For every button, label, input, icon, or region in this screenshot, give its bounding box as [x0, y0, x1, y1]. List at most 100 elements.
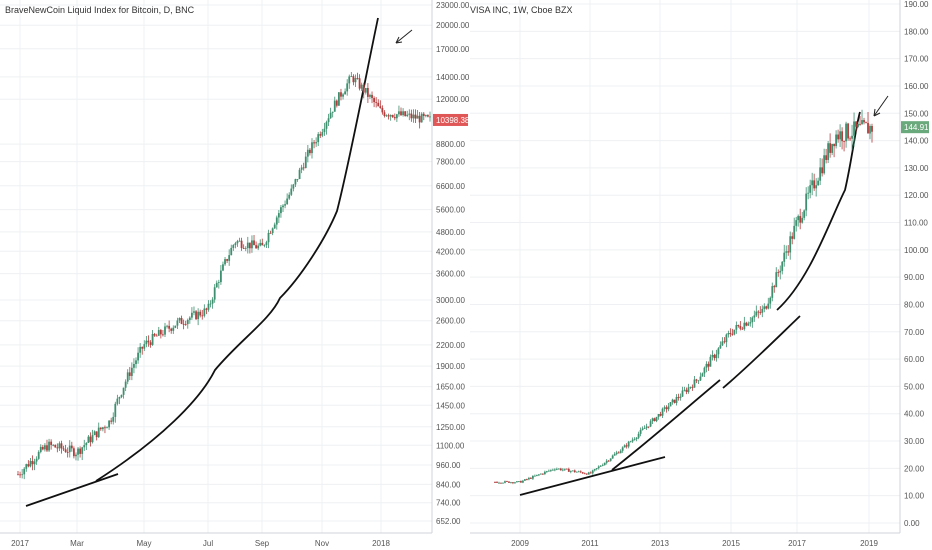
candle-body [311, 142, 313, 154]
y-tick-label: 20000.00 [436, 21, 470, 30]
candle-body [238, 240, 241, 242]
candle-body [296, 179, 299, 180]
x-tick-label: 2013 [651, 539, 669, 548]
candle-body [348, 76, 351, 84]
bitcoin-chart: 23000.00 20000.00 17000.00 14000.00 12000.00… [0, 0, 470, 548]
candle-body [99, 427, 102, 430]
candle-body [659, 414, 662, 416]
candle-body [773, 286, 776, 288]
candle-body [81, 447, 84, 454]
candle-body [829, 143, 832, 153]
candle-body [37, 451, 40, 459]
candle-body [33, 461, 36, 465]
candle-body [721, 341, 724, 346]
candle-body [865, 122, 867, 124]
candle-body [577, 471, 580, 473]
x-tick-label: 2015 [722, 539, 740, 548]
y-tick-label: 140.00 [904, 137, 929, 146]
candle-body [275, 217, 278, 225]
candle-body [543, 471, 546, 474]
candle-body [168, 325, 171, 329]
last-price-badge [901, 121, 929, 134]
candle-body [277, 213, 280, 218]
candle-body [545, 471, 548, 472]
candle-body [269, 232, 272, 234]
candle-body [607, 460, 610, 462]
arrow [395, 29, 413, 44]
trend-line [25, 473, 119, 507]
candle-body [539, 473, 542, 475]
candle-body [352, 76, 355, 83]
candle-body [315, 142, 318, 144]
candle-body [681, 390, 684, 397]
candle-body [551, 469, 554, 471]
candle-body [393, 117, 396, 119]
y-tick-label: 6600.00 [436, 182, 465, 191]
candle-body [101, 427, 104, 430]
candle-body [745, 322, 748, 326]
candle-body [759, 312, 762, 313]
candle-body [387, 115, 390, 117]
candle-body [398, 111, 400, 115]
candle-body [186, 319, 189, 325]
candle-body [675, 397, 678, 403]
y-tick-label: 180.00 [904, 27, 929, 36]
candle-body [114, 403, 117, 417]
candle-body [531, 476, 534, 479]
candle-body [273, 224, 276, 229]
candle-body [549, 469, 552, 471]
candle-body [559, 468, 562, 471]
candle-body [725, 334, 728, 343]
y-tick-label: 17000.00 [436, 45, 470, 54]
candle-body [346, 83, 349, 92]
candle-body [404, 111, 407, 116]
candle-body [164, 326, 166, 335]
candle-body [203, 308, 206, 316]
candle-body [609, 458, 612, 461]
candle-body [781, 261, 784, 271]
candle-body [335, 100, 338, 106]
candle-body [110, 420, 113, 422]
candle-body [579, 471, 582, 473]
candle-body [215, 282, 218, 288]
candle-body [563, 468, 566, 470]
candle-body [31, 460, 34, 465]
y-tick-label: 190.00 [904, 0, 929, 9]
trend-line [722, 315, 801, 389]
candle-body [689, 386, 692, 388]
candle-body [867, 122, 869, 134]
candle-body [687, 387, 690, 392]
candle-body [869, 125, 871, 134]
candle-body [508, 481, 510, 483]
candle-body [751, 317, 754, 323]
candle-body [729, 333, 732, 334]
candle-body [91, 435, 94, 443]
candle-body [801, 217, 804, 223]
arrow-head [395, 36, 403, 44]
y-tick-label: 90.00 [904, 273, 925, 282]
candle-body [583, 473, 586, 475]
candle-body [309, 149, 311, 154]
candle-body [157, 330, 160, 336]
y-tick-label: 1900.00 [436, 362, 465, 371]
candle-body [120, 394, 123, 398]
y-tick-label: 840.00 [436, 480, 461, 489]
bitcoin-chart-title: BraveNewCoin Liquid Index for Bitcoin, D… [5, 5, 195, 15]
last-price-label: 10398.38 [436, 116, 470, 125]
candle-body [565, 468, 568, 470]
candle-body [112, 416, 115, 422]
candle-body [373, 98, 376, 103]
candle-body [639, 429, 642, 434]
candle-body [282, 205, 284, 208]
candle-body [715, 354, 718, 359]
candle-body [219, 270, 222, 283]
y-tick-label: 12000.00 [436, 95, 470, 104]
arrow-head [873, 108, 881, 117]
candle-body [261, 242, 264, 246]
y-tick-label: 8800.00 [436, 140, 465, 149]
y-tick-label: 130.00 [904, 164, 929, 173]
candle-body [765, 306, 768, 309]
candle-body [197, 311, 200, 320]
x-tick-label: Nov [315, 539, 329, 548]
candle-body [19, 474, 21, 476]
